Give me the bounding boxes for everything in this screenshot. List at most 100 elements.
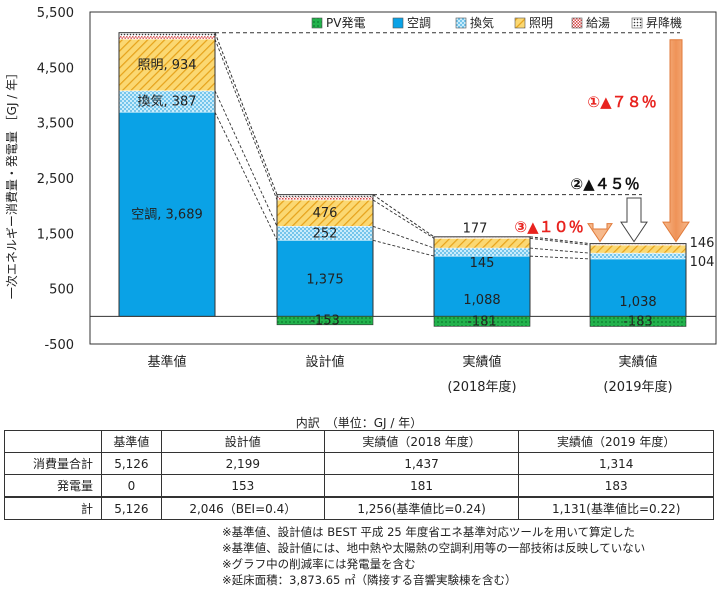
x-category-label: 設計値 — [305, 354, 344, 370]
reduction-label-2: ②▲４５％ — [570, 175, 639, 193]
table-row: 発電量 0 153 181 183 — [4, 474, 714, 498]
x-category-sublabel: (2018年度) — [447, 379, 516, 395]
footnote: ※延床面積：3,873.65 ㎡（隣接する音響実験棟を含む） — [222, 573, 517, 587]
table-header-row: 基準値 設計値 実績値（2018 年度） 実績値（2019 年度） — [4, 430, 714, 453]
data-label: 145 — [470, 256, 495, 271]
bar-segment-照明 — [118, 38, 216, 92]
data-label: 104 — [690, 255, 715, 270]
table-cell: 5,126 — [101, 496, 162, 520]
x-category-label: 実績値 — [462, 354, 501, 370]
guide-line-total — [214, 32, 278, 195]
table-header-cell: 実績値（2019 年度） — [518, 430, 714, 453]
table-cell: 181 — [323, 474, 520, 498]
row-label: 計 — [4, 496, 102, 520]
footnote: ※基準値、設計値は BEST 平成 25 年度省エネ基準対応ツールを用いて算定し… — [222, 525, 636, 539]
y-axis-title: 一次エネルギー消費量・発電量 ［GJ / 年］ — [4, 67, 19, 299]
legend-label: PV発電 — [326, 16, 365, 30]
bar-outline — [118, 32, 216, 317]
bar-segment-pv — [276, 316, 374, 326]
bar-segment-給湯 — [118, 35, 216, 40]
table-cell: 5,126 — [101, 452, 162, 475]
x-category-label: 基準値 — [147, 354, 186, 370]
data-label: 252 — [313, 226, 338, 241]
legend-swatch — [631, 17, 643, 29]
bar-segment-照明 — [433, 238, 531, 249]
row-label: 発電量 — [4, 474, 102, 498]
legend-swatch — [455, 17, 467, 29]
table-cell: 1,256(基準値比=0.24) — [323, 496, 520, 520]
data-label: -181 — [467, 314, 497, 329]
guide-line-換気 — [529, 247, 591, 254]
data-label: 1,375 — [306, 272, 343, 287]
table-row-total: 計 5,126 2,046（BEI=0.4） 1,256(基準値比=0.24) … — [4, 496, 714, 520]
table-cell: 183 — [518, 474, 714, 498]
table-row: 消費量合計 5,126 2,199 1,437 1,314 — [4, 452, 714, 475]
guide-line-空調 — [529, 255, 591, 260]
bar-segment-換気 — [433, 247, 531, 257]
data-label: 空調, 3,689 — [131, 207, 202, 222]
reduction-arrow-2 — [620, 197, 648, 243]
reduction-arrow-1 — [662, 39, 690, 243]
y-tick-label: -500 — [44, 338, 74, 353]
footnote: ※グラフ中の削減率には発電量を含む — [222, 557, 416, 571]
legend-label: 昇降機 — [646, 15, 682, 30]
guide-line-照明 — [214, 38, 278, 201]
footnotes: ※基準値、設計値は BEST 平成 25 年度省エネ基準対応ツールを用いて算定し… — [222, 524, 645, 588]
data-label: 換気, 387 — [137, 94, 196, 110]
legend-label: 換気 — [470, 15, 494, 30]
table-header-cell: 設計値 — [160, 430, 325, 453]
y-tick-label: 2,500 — [37, 172, 74, 187]
y-tick-label: 500 — [49, 283, 74, 298]
legend-label: 照明 — [529, 16, 553, 30]
legend-swatch — [571, 17, 583, 29]
legend-label: 給湯 — [586, 16, 610, 30]
guide-line-換気 — [214, 90, 278, 227]
guide-line-照明 — [372, 199, 435, 239]
data-label: 1,088 — [463, 293, 500, 308]
plot-area — [89, 11, 717, 345]
table-header-cell: 基準値 — [101, 430, 162, 453]
data-label: 177 — [463, 221, 488, 236]
bar-segment-pv — [433, 316, 531, 327]
reduction-arrow-3 — [587, 223, 613, 243]
x-category-sublabel: (2019年度) — [603, 379, 672, 395]
table-cell: 2,046（BEI=0.4） — [160, 496, 325, 520]
energy-chart: -500 500 1,500 2,500 3,500 4,500 5,500 空調, 3,6… — [4, 6, 717, 395]
bar-segment-空調 — [118, 111, 216, 317]
legend-label: 空調 — [407, 16, 431, 30]
data-label: 146 — [690, 236, 715, 251]
guide-line-照明 — [529, 237, 591, 246]
data-label: 照明, 934 — [137, 58, 196, 73]
reduction-label-1: ①▲７８％ — [587, 93, 656, 111]
bar-segment-照明 — [589, 244, 687, 254]
reduction-label-3: ③▲１０％ — [514, 218, 583, 236]
guide-line-空調 — [214, 112, 278, 241]
y-tick-label: 4,500 — [37, 61, 74, 76]
guide-line-換気 — [372, 225, 435, 249]
bar-segment-空調 — [433, 255, 531, 317]
guide-line-total — [372, 194, 435, 238]
bar-segment-pv — [589, 316, 687, 327]
table-cell: 0 — [101, 474, 162, 498]
breakdown-table: 基準値 設計値 実績値（2018 年度） 実績値（2019 年度） 消費量合計 … — [4, 430, 714, 520]
guide-line-空調 — [372, 239, 435, 257]
table-cell: 1,314 — [518, 452, 714, 475]
y-tick-label: 3,500 — [37, 117, 74, 132]
data-label: -153 — [310, 314, 340, 329]
table-header-cell — [4, 430, 102, 453]
legend-swatch — [392, 17, 404, 29]
row-label: 消費量合計 — [4, 452, 102, 475]
footnote: ※基準値、設計値には、地中熱や太陽熱の空調利用等の一部技術は反映していない — [222, 541, 646, 555]
table-cell: 2,199 — [160, 452, 325, 475]
table-cell: 1,131(基準値比=0.22) — [518, 496, 714, 520]
data-label: 1,038 — [619, 295, 656, 310]
data-label: -183 — [623, 314, 653, 329]
table-cell: 1,437 — [323, 452, 520, 475]
table-cell: 153 — [160, 474, 325, 498]
y-tick-label: 1,500 — [37, 227, 74, 242]
guide-line-total — [529, 236, 591, 245]
table-header-cell: 実績値（2018 年度） — [323, 430, 520, 453]
table-title: 内訳 （単位：GJ / 年） — [295, 416, 423, 430]
bar-segment-給湯 — [276, 196, 374, 201]
x-category-label: 実績値 — [618, 354, 657, 370]
